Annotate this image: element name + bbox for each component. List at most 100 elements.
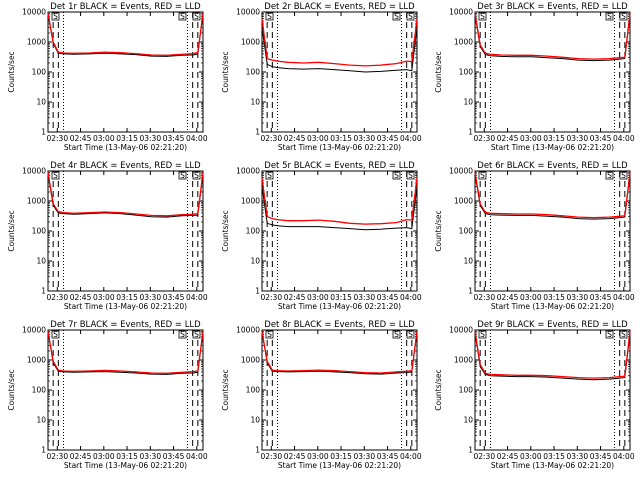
x-tick-label: 03:30 [566, 134, 588, 143]
panel-title: Det 2r BLACK = Events, RED = LLD [264, 2, 415, 12]
x-axis-label: Start Time (13-May-06 02:21:20) [491, 461, 614, 470]
y-axis-label: Counts/sec [7, 51, 16, 92]
x-tick-label: 03:45 [590, 293, 612, 302]
x-tick-label: 02:45 [497, 293, 519, 302]
svg-text:S: S [267, 12, 272, 21]
panel-title: Det 6r BLACK = Events, RED = LLD [477, 161, 628, 171]
x-tick-label: 02:30 [260, 293, 282, 302]
y-tick-label: 10000 [236, 326, 260, 335]
y-tick-label: 1000 [241, 356, 260, 365]
x-tick-label: 02:45 [284, 452, 306, 461]
y-tick-label: 10 [36, 257, 46, 266]
event-marker: S [619, 330, 628, 339]
x-tick-label: 03:45 [163, 293, 185, 302]
svg-text:S: S [194, 171, 199, 180]
y-tick-label: 10 [250, 257, 260, 266]
y-tick-label: 100 [32, 68, 47, 77]
x-tick-label: 03:15 [543, 134, 565, 143]
x-axis-label: Start Time (13-May-06 02:21:20) [64, 143, 187, 152]
y-tick-label: 100 [246, 386, 261, 395]
plot-frame [261, 329, 418, 451]
x-tick-label: 03:00 [307, 293, 329, 302]
plot-frame [47, 170, 204, 292]
svg-text:S: S [621, 330, 626, 339]
panel-title: Det 8r BLACK = Events, RED = LLD [264, 320, 415, 330]
x-tick-label: 03:15 [543, 452, 565, 461]
event-marker: S [265, 12, 274, 21]
event-marker: S [478, 330, 487, 339]
y-tick-label: 10 [250, 416, 260, 425]
x-tick-label: 03:45 [590, 134, 612, 143]
x-tick-label: 03:00 [93, 452, 115, 461]
x-tick-label: 03:45 [163, 452, 185, 461]
event-marker: S [392, 330, 401, 339]
event-marker: S [192, 171, 201, 180]
svg-text:S: S [408, 171, 413, 180]
y-tick-label: 1 [468, 287, 473, 296]
x-axis-label: Start Time (13-May-06 02:21:20) [491, 143, 614, 152]
x-tick-label: 04:00 [400, 293, 422, 302]
panel-title: Det 7r BLACK = Events, RED = LLD [50, 320, 201, 330]
event-marker: S [406, 171, 415, 180]
event-marker: S [478, 171, 487, 180]
event-marker: S [51, 330, 60, 339]
events-series-line [474, 14, 631, 62]
x-tick-label: 02:45 [284, 134, 306, 143]
x-axis-label: Start Time (13-May-06 02:21:20) [278, 461, 401, 470]
detector-panel-9: Det 9r BLACK = Events, RED = LLD 1 10 100 10… [434, 320, 635, 470]
panel-title: Det 3r BLACK = Events, RED = LLD [477, 2, 628, 12]
svg-text:S: S [394, 171, 399, 180]
svg-text:S: S [607, 12, 612, 21]
panel-title: Det 9r BLACK = Events, RED = LLD [477, 320, 628, 330]
x-tick-label: 03:15 [116, 293, 138, 302]
panel-title: Det 4r BLACK = Events, RED = LLD [50, 161, 201, 171]
x-tick-label: 02:45 [284, 293, 306, 302]
y-tick-label: 1000 [241, 197, 260, 206]
event-marker: S [178, 171, 187, 180]
y-tick-label: 100 [32, 227, 47, 236]
y-tick-label: 10000 [449, 167, 473, 176]
x-tick-label: 02:45 [70, 452, 92, 461]
x-tick-label: 03:45 [377, 134, 399, 143]
x-tick-label: 04:00 [613, 452, 635, 461]
plot-frame [474, 11, 631, 133]
events-series-line [47, 13, 204, 57]
x-axis-label: Start Time (13-May-06 02:21:20) [64, 461, 187, 470]
x-tick-label: 02:30 [473, 293, 495, 302]
plot-frame [261, 11, 418, 133]
x-axis-label: Start Time (13-May-06 02:21:20) [64, 302, 187, 311]
lld-series-line [261, 177, 418, 225]
y-axis-label: Counts/sec [434, 51, 443, 92]
x-tick-label: 03:30 [139, 293, 161, 302]
y-tick-label: 10 [463, 257, 473, 266]
detector-panel-1: Det 1r BLACK = Events, RED = LLD 1 10 100 10… [7, 2, 208, 152]
x-tick-label: 02:45 [70, 134, 92, 143]
x-tick-label: 02:30 [260, 134, 282, 143]
x-tick-label: 02:45 [497, 134, 519, 143]
x-tick-label: 03:00 [307, 452, 329, 461]
y-tick-label: 1000 [241, 38, 260, 47]
y-axis-label: Counts/sec [434, 369, 443, 410]
y-tick-label: 1 [255, 446, 260, 455]
x-tick-label: 03:45 [590, 452, 612, 461]
x-tick-label: 03:00 [93, 293, 115, 302]
y-tick-label: 100 [459, 227, 474, 236]
y-tick-label: 10 [463, 98, 473, 107]
x-tick-label: 02:30 [473, 452, 495, 461]
x-tick-label: 03:00 [520, 134, 542, 143]
x-tick-label: 03:15 [330, 134, 352, 143]
plot-frame [47, 11, 204, 133]
svg-text:S: S [53, 330, 58, 339]
x-tick-label: 03:30 [566, 293, 588, 302]
x-tick-label: 03:15 [330, 452, 352, 461]
x-axis-label: Start Time (13-May-06 02:21:20) [278, 143, 401, 152]
y-tick-label: 10 [36, 98, 46, 107]
detector-panel-4: Det 4r BLACK = Events, RED = LLD 1 10 100 10… [7, 161, 208, 311]
plot-frame [474, 170, 631, 292]
lld-series-line [47, 172, 204, 217]
y-tick-label: 1 [255, 287, 260, 296]
y-tick-label: 1000 [454, 197, 473, 206]
y-tick-label: 1 [41, 128, 46, 137]
events-series-line [47, 173, 204, 218]
svg-text:S: S [394, 330, 399, 339]
